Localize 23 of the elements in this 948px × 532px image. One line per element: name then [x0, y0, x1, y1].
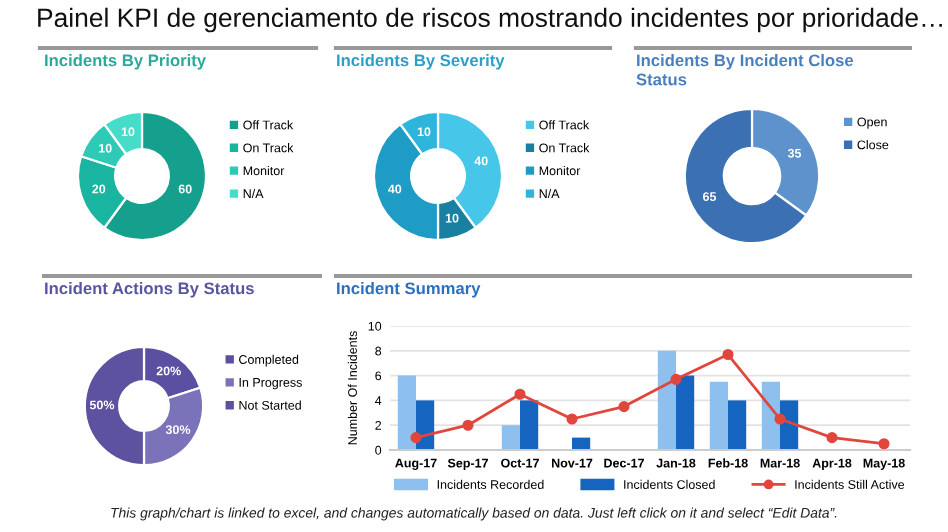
- bar: [657, 350, 676, 450]
- point: [670, 373, 682, 385]
- bar: [520, 400, 539, 450]
- point: [826, 432, 838, 444]
- chart-title: Incidents By Priority: [45, 54, 206, 70]
- point: [566, 413, 578, 425]
- point: [774, 413, 786, 425]
- point: [618, 401, 630, 413]
- chart-title: Incidents By Severity: [337, 54, 505, 70]
- text: Painel KPI de gerenciamento de riscos mostrando incidentes por prioridade…: [38, 7, 942, 33]
- point: [722, 348, 734, 361]
- bar: [728, 400, 747, 450]
- point: [514, 388, 526, 400]
- bar: [676, 375, 695, 450]
- chart-title: Incident Summary: [337, 282, 481, 298]
- chart-title: Incidents By Incident Close Status: [636, 54, 854, 86]
- point: [462, 419, 474, 431]
- point: [410, 432, 422, 444]
- chart-title: Incident Actions By Status: [45, 282, 254, 298]
- point: [878, 438, 890, 450]
- bar: [397, 375, 416, 450]
- bar: [501, 425, 520, 450]
- bar: [709, 381, 728, 450]
